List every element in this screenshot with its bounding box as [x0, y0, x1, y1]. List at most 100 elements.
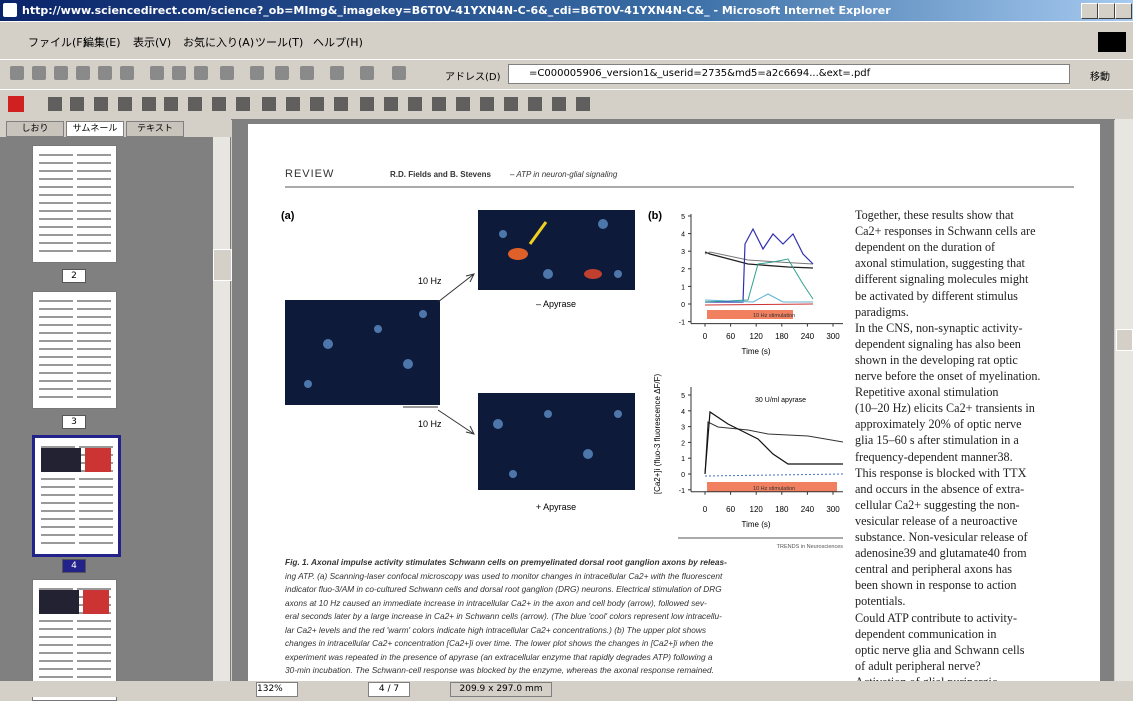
- hot-cell: [584, 269, 602, 279]
- thumbnail-label[interactable]: 3: [62, 415, 86, 429]
- thumb-text: [39, 242, 73, 244]
- acrobat-button[interactable]: [70, 97, 84, 111]
- toolbar-button[interactable]: [275, 66, 289, 80]
- thumb-text: [39, 332, 73, 334]
- toolbar-button[interactable]: [392, 66, 406, 80]
- minimize[interactable]: [1081, 3, 1098, 19]
- header-section: REVIEW: [285, 168, 334, 180]
- acrobat-button[interactable]: [432, 97, 446, 111]
- page-field[interactable]: 4 / 7: [368, 682, 410, 697]
- doc-scrollbar[interactable]: [1115, 119, 1133, 681]
- acrobat-button[interactable]: [384, 97, 398, 111]
- thumb-text: [39, 668, 73, 670]
- acrobat-button[interactable]: [262, 97, 276, 111]
- acrobat-button[interactable]: [456, 97, 470, 111]
- thumbnail-label[interactable]: 2: [62, 269, 86, 283]
- menu-item[interactable]: ファイル(F): [28, 34, 87, 50]
- acrobat-button[interactable]: [310, 97, 324, 111]
- acrobat-button[interactable]: [480, 97, 494, 111]
- thumb-text: [39, 324, 73, 326]
- thumb-text: [39, 644, 73, 646]
- thumb-text: [39, 300, 73, 302]
- acrobat-button[interactable]: [164, 97, 178, 111]
- acrobat-button[interactable]: [504, 97, 518, 111]
- zoom-field[interactable]: 132%: [256, 682, 298, 697]
- toolbar-button[interactable]: [32, 66, 46, 80]
- acrobat-button[interactable]: [48, 97, 62, 111]
- tab[interactable]: しおり: [6, 121, 64, 137]
- acrobat-button[interactable]: [118, 97, 132, 111]
- scrollbar[interactable]: [213, 137, 230, 681]
- body-text-line: cellular Ca2+ suggesting the non-: [855, 498, 1020, 513]
- menu-item[interactable]: 表示(V): [133, 34, 171, 50]
- trace: [705, 304, 813, 305]
- toolbar-button[interactable]: [10, 66, 24, 80]
- menu-item[interactable]: ヘルプ(H): [313, 34, 363, 50]
- toolbar-button[interactable]: [172, 66, 186, 80]
- toolbar-button[interactable]: [120, 66, 134, 80]
- acrobat-logo[interactable]: [8, 96, 24, 112]
- acrobat-button[interactable]: [94, 97, 108, 111]
- acrobat-button[interactable]: [408, 97, 422, 111]
- acrobat-button[interactable]: [528, 97, 542, 111]
- go-button[interactable]: 移動: [1090, 68, 1110, 83]
- thumb-text: [39, 628, 73, 630]
- acrobat-button[interactable]: [142, 97, 156, 111]
- menu-item[interactable]: 編集(E): [83, 34, 121, 50]
- thumb-text: [79, 478, 113, 480]
- body-text-line: Repetitive axonal stimulation: [855, 385, 999, 400]
- tab[interactable]: テキスト: [126, 121, 184, 137]
- thumb-text: [39, 660, 73, 662]
- thumb-text: [77, 242, 111, 244]
- thumb-text: [77, 668, 111, 670]
- thumb-text: [77, 250, 111, 252]
- toolbar-button[interactable]: [300, 66, 314, 80]
- thumbnail[interactable]: [32, 291, 117, 409]
- thumb-text: [77, 644, 111, 646]
- thumb-text: [77, 380, 111, 382]
- toolbar-button[interactable]: [360, 66, 374, 80]
- acrobat-button[interactable]: [212, 97, 226, 111]
- close[interactable]: [1115, 3, 1132, 19]
- thumb-text: [77, 388, 111, 390]
- acrobat-button[interactable]: [360, 97, 374, 111]
- thumb-text: [41, 486, 75, 488]
- maximize[interactable]: [1098, 3, 1115, 19]
- toolbar-button[interactable]: [330, 66, 344, 80]
- title-bar: http://www.sciencedirect.com/science?_ob…: [0, 0, 1133, 21]
- menu-item[interactable]: ツール(T): [255, 34, 303, 50]
- thumb-text: [77, 316, 111, 318]
- body-text-line: approximately 20% of optic nerve: [855, 417, 1022, 432]
- toolbar-button[interactable]: [76, 66, 90, 80]
- address-field[interactable]: =C000005906_version1&_userid=2735&md5=a2…: [508, 64, 1070, 84]
- thumb-text: [39, 348, 73, 350]
- thumb-text: [77, 234, 111, 236]
- x-tick-label: 300: [826, 332, 840, 341]
- x-axis-label: Time (s): [741, 520, 770, 529]
- toolbar-button[interactable]: [220, 66, 234, 80]
- trace: [705, 252, 813, 264]
- toolbar-button[interactable]: [150, 66, 164, 80]
- acrobat-button[interactable]: [236, 97, 250, 111]
- toolbar-button[interactable]: [54, 66, 68, 80]
- thumb-text: [39, 364, 73, 366]
- thumb-text: [77, 660, 111, 662]
- thumbnail[interactable]: [32, 145, 117, 263]
- menu-item[interactable]: お気に入り(A): [183, 34, 254, 50]
- acrobat-button[interactable]: [334, 97, 348, 111]
- tab[interactable]: サムネール: [66, 121, 124, 137]
- acrobat-button[interactable]: [286, 97, 300, 111]
- body-text-line: shown in the developing rat optic: [855, 353, 1018, 368]
- doc-scroll-thumb[interactable]: [1116, 329, 1133, 351]
- scroll-thumb[interactable]: [213, 249, 232, 281]
- toolbar-button[interactable]: [194, 66, 208, 80]
- thumbnail-label[interactable]: 4: [62, 559, 86, 573]
- acrobat-button[interactable]: [188, 97, 202, 111]
- acrobat-button[interactable]: [576, 97, 590, 111]
- acrobat-button[interactable]: [552, 97, 566, 111]
- thumb-text: [41, 502, 75, 504]
- thumbnail[interactable]: [32, 435, 121, 557]
- toolbar-button[interactable]: [98, 66, 112, 80]
- thumb-text: [79, 502, 113, 504]
- toolbar-button[interactable]: [250, 66, 264, 80]
